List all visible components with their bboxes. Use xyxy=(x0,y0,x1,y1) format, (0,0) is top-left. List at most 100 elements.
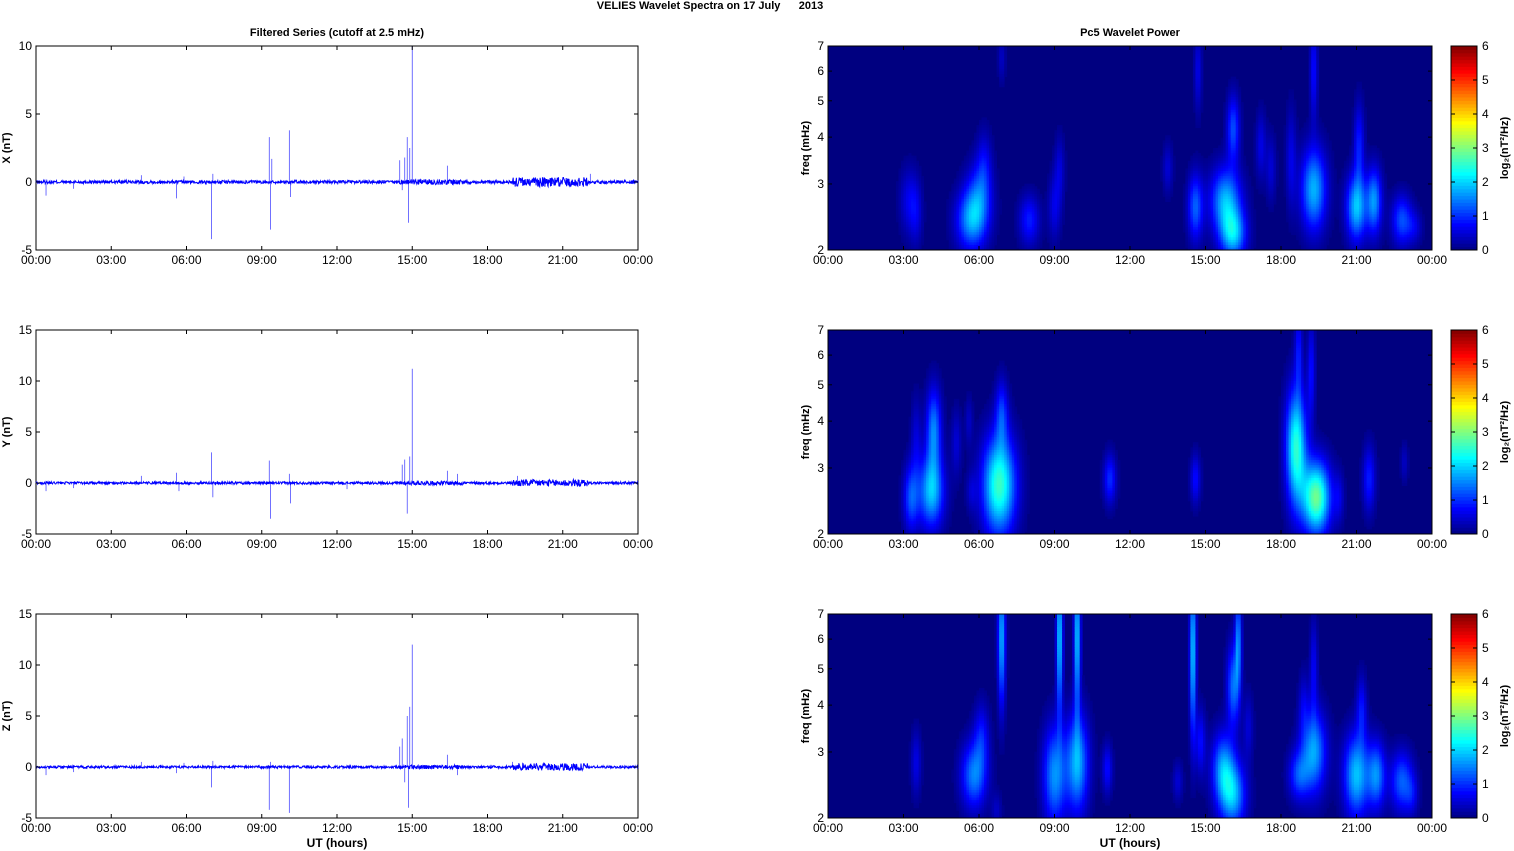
heatmap-cell xyxy=(1308,188,1312,192)
heatmap-cell xyxy=(1034,221,1038,225)
heatmap-cell xyxy=(1301,201,1305,205)
heatmap-cell xyxy=(1260,183,1264,187)
heatmap-cell xyxy=(1409,216,1413,220)
heatmap-cell xyxy=(1306,201,1310,205)
heatmap-cell xyxy=(1323,196,1327,200)
heatmap-cell xyxy=(1376,158,1380,162)
heatmap-cell xyxy=(1044,209,1048,213)
heatmap-cell xyxy=(1223,145,1227,149)
heatmap-cell xyxy=(1283,140,1287,144)
heatmap-cell xyxy=(1399,181,1403,185)
heatmap-cell xyxy=(1220,219,1224,223)
heatmap-cell xyxy=(1197,104,1201,108)
heatmap-cell xyxy=(1353,227,1357,230)
heatmap-cell xyxy=(1225,107,1229,111)
heatmap-cell xyxy=(973,148,977,151)
heatmap-cell xyxy=(1316,191,1320,195)
heatmap-cell xyxy=(1286,99,1289,103)
heatmap-cell xyxy=(1346,160,1350,164)
heatmap-cell xyxy=(971,173,975,177)
heatmap-cell xyxy=(1311,71,1315,75)
heatmap-cell xyxy=(1165,148,1169,151)
heatmap-cell xyxy=(1291,199,1294,202)
heatmap-cell xyxy=(1306,127,1310,131)
heatmap-cell xyxy=(973,163,977,167)
heatmap-cell xyxy=(948,219,952,223)
heatmap-cell xyxy=(1331,196,1335,200)
heatmap-cell xyxy=(1288,112,1292,116)
heatmap-cell xyxy=(1238,199,1242,202)
heatmap-cell xyxy=(1411,196,1415,200)
heatmap-cell xyxy=(1195,56,1199,60)
heatmap-cell xyxy=(1182,183,1186,187)
heatmap-cell xyxy=(968,193,972,197)
heatmap-cell xyxy=(1054,142,1058,146)
heatmap-cell xyxy=(1208,165,1211,169)
heatmap-cell xyxy=(1062,148,1065,151)
heatmap-cell xyxy=(1001,51,1005,55)
heatmap-cell xyxy=(1165,160,1169,164)
heatmap-cell xyxy=(1235,216,1239,220)
heatmap-cell xyxy=(1057,204,1060,208)
heatmap-cell xyxy=(1230,150,1234,154)
heatmap-cell xyxy=(1338,209,1342,213)
heatmap-cell xyxy=(994,201,998,205)
heatmap-cell xyxy=(1215,191,1219,195)
heatmap-cell xyxy=(1243,173,1247,177)
heatmap-cell xyxy=(1054,145,1058,149)
heatmap-cell xyxy=(976,142,980,146)
heatmap-cell xyxy=(1366,196,1370,200)
heatmap-cell xyxy=(986,158,990,162)
heatmap-cell xyxy=(1024,199,1028,202)
heatmap-cell xyxy=(1270,158,1274,162)
figure-title: VELIES Wavelet Spectra on 17 July 2013 xyxy=(596,0,824,12)
heatmap-cell xyxy=(1401,196,1405,200)
heatmap-cell xyxy=(1291,188,1294,192)
heatmap-cell xyxy=(1311,97,1315,100)
heatmap-cell xyxy=(1419,216,1423,220)
heatmap-cell xyxy=(1356,89,1360,93)
heatmap-cell xyxy=(906,168,909,172)
heatmap-cell xyxy=(1298,201,1302,205)
heatmap-cell xyxy=(913,176,917,179)
heatmap-cell xyxy=(1233,135,1237,139)
heatmap-cell xyxy=(984,206,987,210)
heatmap-cell xyxy=(1421,216,1425,220)
heatmap-cell xyxy=(999,206,1003,210)
heatmap-cell xyxy=(1374,168,1378,172)
heatmap-cell xyxy=(1275,160,1279,164)
heatmap-cell xyxy=(1313,68,1317,72)
heatmap-cell xyxy=(1240,114,1244,118)
heatmap-cell xyxy=(1306,209,1310,213)
heatmap-cell xyxy=(1389,209,1393,213)
heatmap-cell xyxy=(1308,91,1312,95)
heatmap-cell xyxy=(1326,186,1330,190)
heatmap-cell xyxy=(989,211,992,215)
heatmap-cell xyxy=(1291,181,1294,185)
heatmap-cell xyxy=(1235,132,1239,136)
heatmap-cell xyxy=(1255,148,1259,151)
heatmap-cell xyxy=(1059,191,1063,195)
heatmap-cell xyxy=(1041,209,1045,213)
heatmap-cell xyxy=(986,125,990,128)
heatmap-cell xyxy=(1228,127,1232,131)
heatmap-cell xyxy=(1351,142,1355,146)
heatmap-cell xyxy=(1238,227,1242,230)
heatmap-cell xyxy=(1364,137,1367,141)
heatmap-cell xyxy=(1230,216,1234,220)
heatmap-cell xyxy=(1258,142,1262,146)
heatmap-cell xyxy=(1059,168,1063,172)
heatmap-cell xyxy=(976,163,980,167)
heatmap-cell xyxy=(1384,181,1388,185)
heatmap-cell xyxy=(1046,183,1050,187)
heatmap-cell xyxy=(1182,214,1186,218)
heatmap-cell xyxy=(1225,206,1229,210)
heatmap-cell xyxy=(1348,199,1352,202)
heatmap-cell xyxy=(1260,173,1264,177)
heatmap-cell xyxy=(1361,209,1365,213)
heatmap-cell xyxy=(973,183,977,187)
heatmap-cell xyxy=(1298,150,1302,154)
heatmap-cell xyxy=(1374,176,1378,179)
heatmap-cell xyxy=(1228,163,1232,167)
heatmap-cell xyxy=(989,191,992,195)
